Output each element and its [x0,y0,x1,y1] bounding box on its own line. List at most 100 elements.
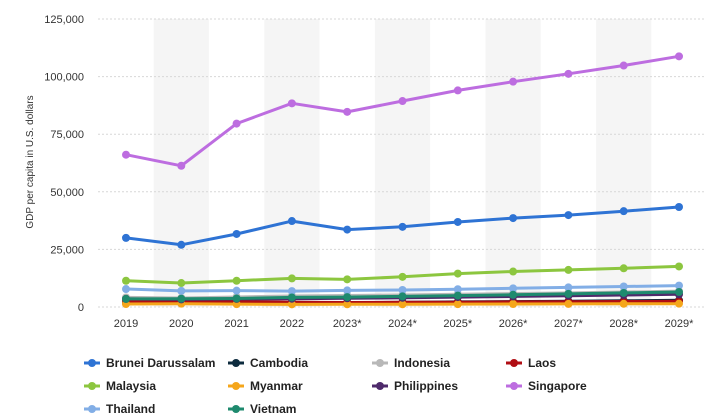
data-point-brunei-darussalam[interactable] [232,229,241,238]
data-point-singapore[interactable] [343,107,352,116]
legend-item-thailand[interactable]: Thailand [84,402,155,416]
series-myanmar [122,299,683,309]
data-point-singapore[interactable] [509,77,518,86]
y-tick-label: 75,000 [50,129,84,141]
data-point-thailand[interactable] [564,283,573,292]
legend-item-malaysia[interactable]: Malaysia [84,379,156,393]
data-point-brunei-darussalam[interactable] [453,217,462,226]
legend-item-cambodia[interactable]: Cambodia [228,356,308,370]
data-point-thailand[interactable] [232,286,241,295]
data-point-myanmar[interactable] [287,300,296,309]
x-tick-label: 2020 [169,318,193,330]
legend-label: Myanmar [250,379,303,393]
data-point-vietnam[interactable] [453,291,462,300]
data-point-myanmar[interactable] [398,300,407,309]
series-vietnam [122,288,683,303]
data-point-singapore[interactable] [122,150,130,159]
data-point-brunei-darussalam[interactable] [287,217,296,226]
data-point-thailand[interactable] [619,282,628,291]
x-tick-label: 2026* [499,318,528,330]
y-tick-label: 25,000 [50,244,84,256]
data-point-vietnam[interactable] [177,294,186,303]
legend-label: Laos [528,356,556,370]
data-point-singapore[interactable] [675,52,683,61]
y-axis-title: GDP per capita in U.S. dollars [25,95,36,228]
data-point-thailand[interactable] [453,285,462,294]
legend-label: Cambodia [250,356,308,370]
data-point-thailand[interactable] [398,285,407,294]
data-point-singapore[interactable] [398,97,407,106]
legend-item-brunei-darussalam[interactable]: Brunei Darussalam [84,356,215,370]
data-point-myanmar[interactable] [453,300,462,309]
data-point-vietnam[interactable] [509,290,518,299]
data-point-brunei-darussalam[interactable] [398,222,407,231]
data-point-thailand[interactable] [177,286,186,295]
data-point-malaysia[interactable] [453,269,462,278]
series-thailand [122,281,683,296]
legend-marker-dot [88,382,96,390]
y-tick-label: 0 [78,302,84,314]
data-point-myanmar[interactable] [343,300,352,309]
data-point-malaysia[interactable] [287,274,296,283]
y-tick-label: 125,000 [44,14,84,26]
legend-marker-dot [232,405,240,413]
data-point-thailand[interactable] [509,284,518,293]
legend-label: Vietnam [250,402,296,416]
data-point-myanmar[interactable] [675,299,683,308]
legend-marker-dot [510,359,518,367]
legend-item-myanmar[interactable]: Myanmar [228,379,303,393]
data-point-singapore[interactable] [287,99,296,108]
data-point-brunei-darussalam[interactable] [122,233,130,242]
legend-marker-dot [88,359,96,367]
data-point-malaysia[interactable] [619,264,628,273]
data-point-vietnam[interactable] [287,293,296,302]
legend-item-indonesia[interactable]: Indonesia [372,356,450,370]
legend-item-philippines[interactable]: Philippines [372,379,458,393]
x-tick-label: 2027* [554,318,583,330]
data-point-malaysia[interactable] [343,275,352,284]
data-point-malaysia[interactable] [398,272,407,281]
legend-marker-dot [88,405,96,413]
year-band-5 [374,19,431,307]
data-point-thailand[interactable] [675,281,683,290]
data-point-brunei-darussalam[interactable] [343,225,352,234]
data-point-vietnam[interactable] [122,294,130,303]
data-point-thailand[interactable] [122,285,130,294]
data-point-brunei-darussalam[interactable] [564,211,573,220]
legend-marker-dot [510,382,518,390]
data-point-vietnam[interactable] [675,288,683,297]
data-point-malaysia[interactable] [564,265,573,274]
data-point-myanmar[interactable] [509,300,518,309]
legend-label: Brunei Darussalam [106,356,215,370]
data-point-brunei-darussalam[interactable] [177,240,186,249]
legend-item-vietnam[interactable]: Vietnam [228,402,296,416]
data-point-malaysia[interactable] [177,279,186,288]
data-point-vietnam[interactable] [619,288,628,297]
data-point-thailand[interactable] [343,286,352,295]
legend-item-laos[interactable]: Laos [506,356,556,370]
data-point-brunei-darussalam[interactable] [675,203,683,212]
data-point-malaysia[interactable] [122,276,130,285]
legend-item-singapore[interactable]: Singapore [506,379,587,393]
data-point-singapore[interactable] [232,119,241,128]
data-point-vietnam[interactable] [343,293,352,302]
data-point-singapore[interactable] [177,161,186,170]
data-point-malaysia[interactable] [675,262,683,271]
data-point-brunei-darussalam[interactable] [619,207,628,216]
legend-label: Indonesia [394,356,450,370]
data-point-brunei-darussalam[interactable] [509,214,518,223]
data-point-myanmar[interactable] [619,299,628,308]
data-point-vietnam[interactable] [398,292,407,301]
data-point-malaysia[interactable] [509,267,518,276]
data-point-vietnam[interactable] [232,294,241,303]
data-point-thailand[interactable] [287,287,296,296]
data-point-singapore[interactable] [564,69,573,78]
data-point-malaysia[interactable] [232,276,241,285]
data-point-myanmar[interactable] [564,299,573,308]
series-singapore [122,52,683,170]
data-point-singapore[interactable] [619,61,628,70]
legend-marker-dot [232,359,240,367]
year-band-7 [485,19,541,307]
data-point-vietnam[interactable] [564,289,573,298]
data-point-singapore[interactable] [453,86,462,95]
